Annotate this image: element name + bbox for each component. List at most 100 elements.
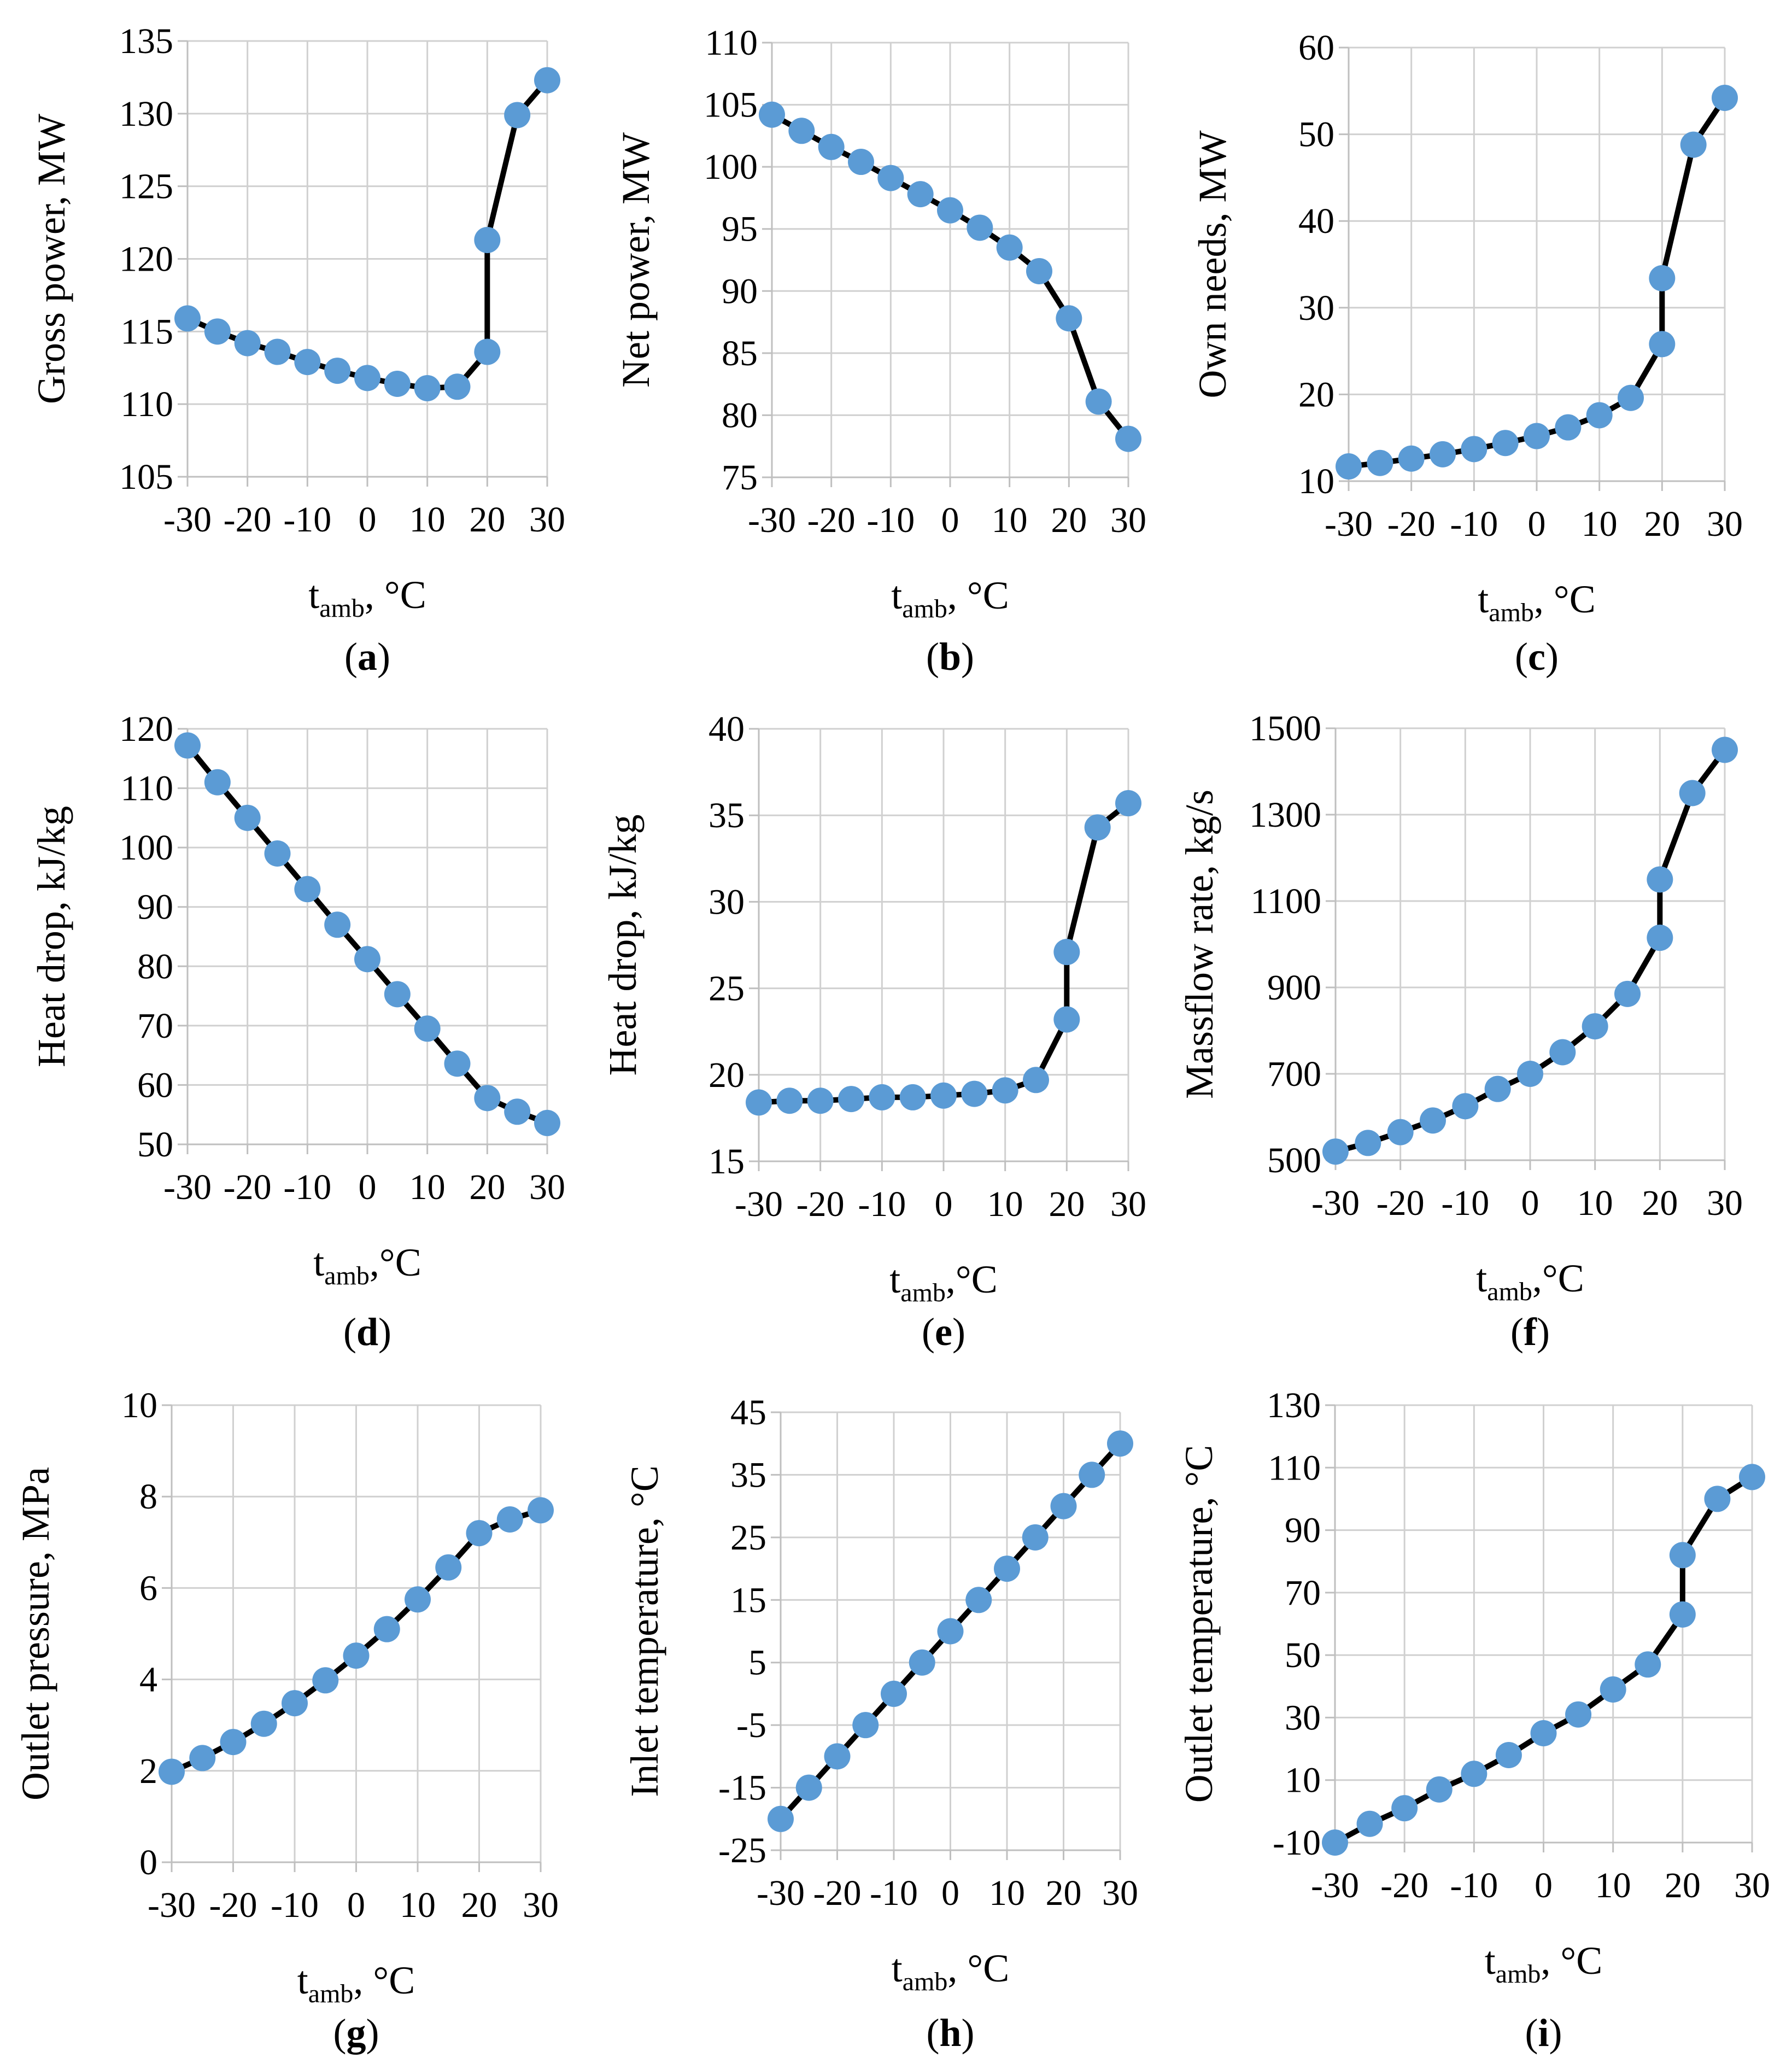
data-point — [1053, 1006, 1080, 1033]
x-axis-label-subscript: amb — [1487, 1277, 1532, 1306]
data-point — [1336, 453, 1362, 480]
y-tick-label: -5 — [736, 1705, 766, 1745]
x-axis-label: tamb, °C — [308, 573, 426, 623]
y-tick-label: 110 — [120, 769, 173, 809]
x-tick-label: -30 — [735, 1184, 783, 1224]
y-tick-label: 90 — [722, 271, 758, 311]
data-point — [1582, 1013, 1608, 1040]
panel-caption: (e) — [922, 1310, 965, 1354]
x-tick-label: 10 — [992, 500, 1028, 540]
chart-panel-b: 75 80 85 90 95 100 105 110 -30 -20 -10 0 10 20 30 Net p… — [614, 23, 1146, 679]
data-point — [528, 1497, 554, 1524]
data-point — [1461, 1761, 1488, 1787]
panel-caption-letter: c — [1528, 635, 1545, 679]
data-point — [474, 1085, 501, 1112]
data-point — [788, 118, 815, 144]
data-point — [1022, 1524, 1049, 1551]
panel-caption: (c) — [1515, 635, 1559, 679]
x-tick-label: 0 — [941, 500, 959, 540]
x-axis-label: tamb,°C — [1476, 1256, 1584, 1306]
data-point — [1053, 939, 1080, 966]
data-point — [534, 1109, 560, 1136]
y-tick-label: 0 — [139, 1843, 157, 1882]
x-axis-label-unit: , °C — [947, 1946, 1009, 1990]
x-tick-label: 30 — [1110, 1184, 1146, 1224]
data-point — [496, 1506, 523, 1533]
data-point — [937, 1618, 964, 1645]
y-tick-label: 700 — [1267, 1054, 1321, 1094]
data-point — [869, 1084, 895, 1110]
x-tick-label: -10 — [870, 1873, 918, 1913]
y-tick-label: 60 — [1298, 28, 1334, 68]
x-tick-label: -10 — [1441, 1183, 1489, 1223]
y-tick-label: 70 — [137, 1006, 173, 1046]
data-point — [264, 840, 291, 867]
data-point — [324, 911, 351, 938]
data-point — [1669, 1601, 1696, 1628]
data-point — [220, 1729, 247, 1756]
x-tick-label: -20 — [224, 1167, 272, 1207]
data-point — [264, 338, 291, 365]
x-tick-label: 0 — [359, 500, 377, 540]
data-point — [1618, 384, 1644, 411]
data-point — [996, 234, 1023, 261]
x-tick-label: -20 — [797, 1184, 845, 1224]
data-point — [1680, 131, 1707, 158]
data-point — [1555, 414, 1582, 441]
panel-caption: (a) — [344, 635, 390, 679]
data-point — [234, 330, 261, 356]
data-point — [1492, 430, 1519, 457]
data-point — [1079, 1461, 1105, 1488]
x-axis-label-subscript: amb — [324, 1261, 370, 1290]
data-point — [1669, 1542, 1696, 1569]
x-axis-label-main: t — [297, 1958, 308, 2002]
x-axis-label-main: t — [1476, 1256, 1487, 1300]
x-tick-label: -10 — [283, 500, 331, 540]
y-axis-label: Inlet temperature, °C — [623, 1465, 666, 1797]
y-axis-label: Net power, MW — [614, 132, 658, 388]
data-point — [1649, 331, 1676, 358]
x-tick-label: -30 — [148, 1885, 196, 1925]
x-tick-label: -30 — [163, 1167, 212, 1207]
y-tick-label: 30 — [708, 882, 745, 922]
data-point — [1712, 736, 1738, 763]
data-point — [444, 373, 471, 400]
y-tick-label: 900 — [1267, 968, 1321, 1008]
y-tick-label: 80 — [722, 395, 758, 435]
panel-caption: (i) — [1525, 2011, 1562, 2055]
x-tick-label: 30 — [529, 500, 565, 540]
data-point — [1355, 1130, 1381, 1156]
data-point — [818, 133, 845, 160]
x-tick-label: 20 — [469, 500, 505, 540]
y-tick-label: 75 — [722, 458, 758, 498]
x-tick-label: 0 — [1535, 1866, 1553, 1905]
x-tick-label: 20 — [1046, 1873, 1082, 1913]
data-point — [899, 1084, 926, 1110]
x-tick-label: -10 — [283, 1167, 331, 1207]
x-tick-label: -30 — [1311, 1183, 1360, 1223]
data-point — [373, 1616, 400, 1642]
chart-panel-c: 10 20 30 40 50 60 -30 -20 -10 0 10 20 30 Own needs, M… — [1191, 28, 1743, 679]
data-point — [1398, 445, 1425, 472]
data-point — [1517, 1061, 1543, 1087]
x-tick-label: 30 — [1707, 1183, 1743, 1223]
x-axis-label: tamb, °C — [1485, 1939, 1602, 1989]
data-point — [1530, 1720, 1557, 1746]
y-tick-label: 115 — [120, 312, 173, 352]
x-tick-label: 20 — [469, 1167, 505, 1207]
x-tick-label: -20 — [224, 500, 272, 540]
data-point — [961, 1080, 988, 1107]
data-point — [1426, 1776, 1453, 1803]
data-point — [234, 804, 261, 831]
y-tick-label: 130 — [1267, 1385, 1321, 1425]
y-tick-label: 1300 — [1249, 795, 1321, 835]
x-tick-label: -30 — [748, 500, 796, 540]
x-tick-label: 30 — [1734, 1866, 1770, 1905]
data-point — [1712, 84, 1738, 111]
data-point — [384, 981, 411, 1008]
x-axis-label-main: t — [1478, 577, 1489, 621]
x-tick-label: 0 — [1528, 504, 1546, 544]
x-axis-label-unit: , °C — [353, 1958, 415, 2002]
y-tick-label: 15 — [708, 1142, 745, 1182]
x-tick-label: 30 — [523, 1885, 559, 1925]
